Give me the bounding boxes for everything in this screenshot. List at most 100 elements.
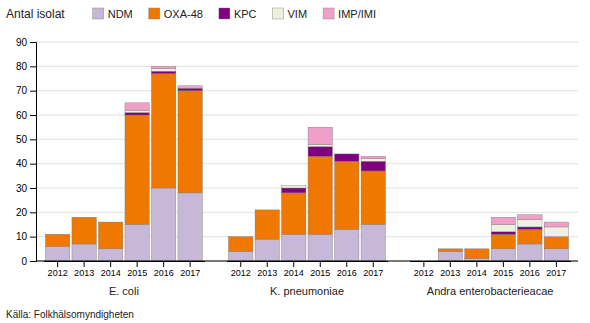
bar-segment <box>151 71 175 73</box>
x-tick-label: 2014 <box>467 268 487 278</box>
bar-segment <box>335 153 359 154</box>
bar-segment <box>518 220 542 227</box>
bar-segment <box>72 217 96 218</box>
bar-segment <box>125 103 149 110</box>
bar-segment <box>308 147 332 157</box>
bar-segment <box>98 222 122 249</box>
series <box>45 74 568 259</box>
plot: 0102030405060708090201220132014201520162… <box>16 37 578 297</box>
y-tick-label: 70 <box>16 85 28 96</box>
legend: NDMOXA-48KPCVIMIMP/IMI <box>93 8 376 20</box>
bar-segment <box>491 234 515 249</box>
x-tick: 2017 <box>180 261 200 278</box>
bar-segment <box>151 66 175 68</box>
bar-segment <box>98 222 122 223</box>
legend-swatch <box>93 8 104 19</box>
bar-segment <box>438 249 462 251</box>
bar-segment <box>72 217 96 244</box>
bar-segment <box>229 236 253 237</box>
x-tick-label: 2017 <box>546 268 566 278</box>
y-axis: 0102030405060708090 <box>16 37 37 267</box>
bar-segment <box>282 186 306 188</box>
legend-item: IMP/IMI <box>323 8 376 20</box>
x-axis-line <box>410 261 571 262</box>
bar-segment <box>491 225 515 232</box>
y-tick: 80 <box>16 61 36 72</box>
bar-segment <box>45 246 69 261</box>
bar-segment <box>544 222 568 227</box>
y-tick-mark <box>30 139 36 140</box>
bar-segment <box>518 244 542 261</box>
bar-segment <box>98 249 122 261</box>
bar-segment <box>282 193 306 234</box>
bar-segment <box>255 209 279 210</box>
y-tick: 0 <box>21 256 36 267</box>
grid-line <box>36 66 578 67</box>
x-tick-mark <box>373 261 374 267</box>
bar-segment <box>361 161 385 171</box>
bar-segment <box>125 225 149 262</box>
y-axis-label: Antal isolat <box>6 7 65 21</box>
legend-item: OXA-48 <box>149 8 203 20</box>
bar-segment <box>282 188 306 193</box>
y-tick: 70 <box>16 85 36 96</box>
x-tick: 2012 <box>414 261 434 278</box>
legend-label: IMP/IMI <box>338 8 376 20</box>
x-tick: 2012 <box>48 261 68 278</box>
y-tick: 40 <box>16 158 36 169</box>
bar-segment <box>125 113 149 115</box>
bar-segment <box>178 91 202 193</box>
bar-segment <box>518 229 542 244</box>
grid-line <box>36 90 578 91</box>
x-tick-mark <box>240 261 241 267</box>
bar-segment <box>518 215 542 220</box>
x-tick-mark <box>110 261 111 267</box>
bar-segment <box>335 229 359 261</box>
bar-segment <box>465 248 489 249</box>
bar-segment <box>335 153 359 154</box>
bar-segment <box>255 239 279 261</box>
y-tick-label: 90 <box>16 37 28 48</box>
x-tick-mark <box>423 261 424 267</box>
legend-label: KPC <box>234 8 257 20</box>
bar-segment <box>229 236 253 237</box>
y-tick-mark <box>30 237 36 238</box>
legend-label: OXA-48 <box>164 8 203 20</box>
bar-segment <box>282 234 306 261</box>
bar-segment <box>178 193 202 261</box>
y-tick-label: 80 <box>16 61 28 72</box>
x-tick: 2013 <box>440 261 460 278</box>
y-tick-mark <box>30 115 36 116</box>
x-tick-mark <box>320 261 321 267</box>
x-tick-mark <box>57 261 58 267</box>
bar-segment <box>98 222 122 223</box>
bar-segment <box>438 248 462 249</box>
x-tick-label: 2015 <box>493 268 513 278</box>
bar-segment <box>544 227 568 237</box>
bar-segment <box>465 248 489 249</box>
x-tick-label: 2013 <box>257 268 277 278</box>
bar-segment <box>361 225 385 262</box>
x-tick: 2015 <box>493 261 513 278</box>
legend-swatch <box>273 8 284 19</box>
x-tick-mark <box>293 261 294 267</box>
y-tick: 50 <box>16 134 36 145</box>
bar-segment <box>361 171 385 225</box>
bar-segment <box>125 110 149 112</box>
x-tick-label: 2012 <box>48 268 68 278</box>
y-tick-label: 40 <box>16 158 28 169</box>
bar-segment <box>438 248 462 249</box>
bar-segment <box>151 188 175 261</box>
bar-segment <box>308 234 332 261</box>
y-tick-mark <box>30 91 36 92</box>
x-tick: 2016 <box>520 261 540 278</box>
x-tick-label: 2017 <box>363 268 383 278</box>
grid-line <box>36 163 578 164</box>
bar-segment <box>125 115 149 225</box>
y-axis-line <box>30 43 37 262</box>
bar-segment <box>335 154 359 161</box>
grid-line <box>36 212 578 213</box>
x-tick-label: 2015 <box>127 268 147 278</box>
x-axis: 201220132014201520162017 <box>227 261 388 278</box>
grid-line <box>36 115 578 116</box>
